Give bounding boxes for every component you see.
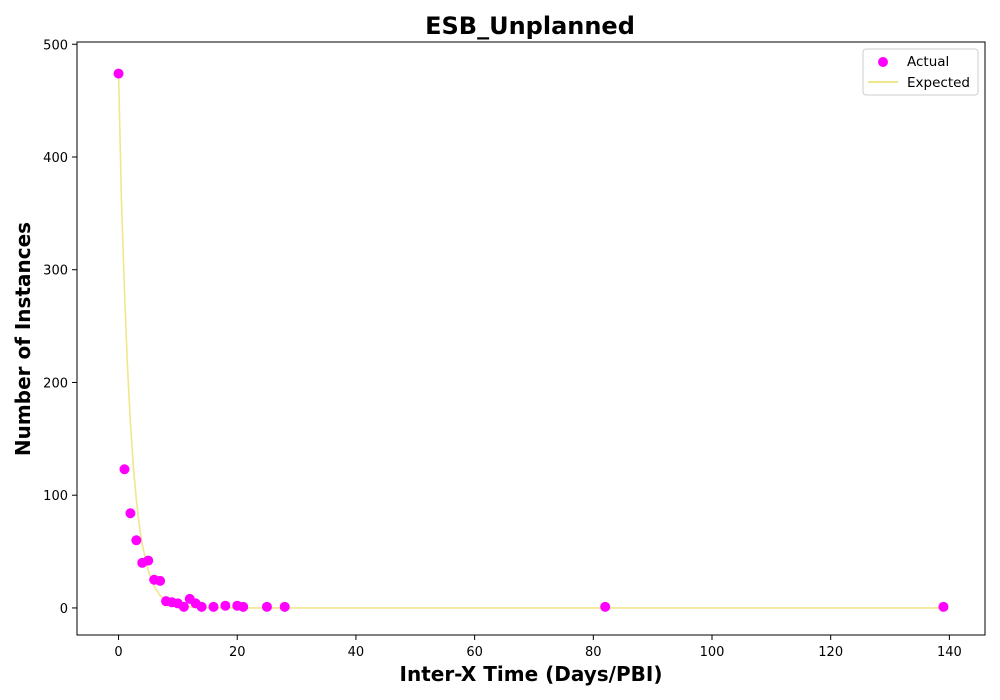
y-tick-label: 200 [43,376,68,391]
actual-point [600,601,611,612]
actual-point [220,600,231,611]
actual-point [938,601,949,612]
chart-title: ESB_Unplanned [425,12,635,40]
actual-point [196,601,207,612]
actual-point [238,601,249,612]
y-axis: 0 100 200 300 400 500 [43,38,77,617]
legend-actual-marker [878,57,888,67]
actual-point [208,601,219,612]
x-tick-label: 80 [585,645,602,660]
actual-point [119,464,130,475]
y-tick-label: 0 [60,602,68,617]
x-tick-label: 40 [348,645,365,660]
plot-area [76,41,986,636]
x-axis-title: Inter-X Time (Days/PBI) [400,662,663,686]
actual-point [131,535,142,546]
x-tick-label: 120 [818,645,843,660]
y-tick-label: 300 [43,264,68,279]
legend: Actual Expected [862,48,979,96]
x-tick-label: 0 [114,645,122,660]
x-tick-label: 100 [700,645,725,660]
actual-point [279,601,290,612]
y-axis-title: Number of Instances [11,222,35,456]
actual-point [113,68,124,79]
x-axis: 0 20 40 60 80 100 120 140 [114,635,962,660]
actual-point [155,575,166,586]
y-tick-label: 500 [43,38,68,53]
legend-actual-label: Actual [907,54,949,70]
x-tick-label: 140 [937,645,962,660]
x-tick-label: 20 [229,645,246,660]
actual-point [143,555,154,566]
actual-point [125,508,136,519]
y-tick-label: 100 [43,489,68,504]
actual-point [178,601,189,612]
y-tick-label: 400 [43,151,68,166]
legend-frame [862,48,979,96]
legend-expected-label: Expected [907,75,970,91]
x-tick-label: 60 [466,645,483,660]
actual-point [261,601,272,612]
expected-line [117,73,944,609]
series-layer [113,68,949,612]
